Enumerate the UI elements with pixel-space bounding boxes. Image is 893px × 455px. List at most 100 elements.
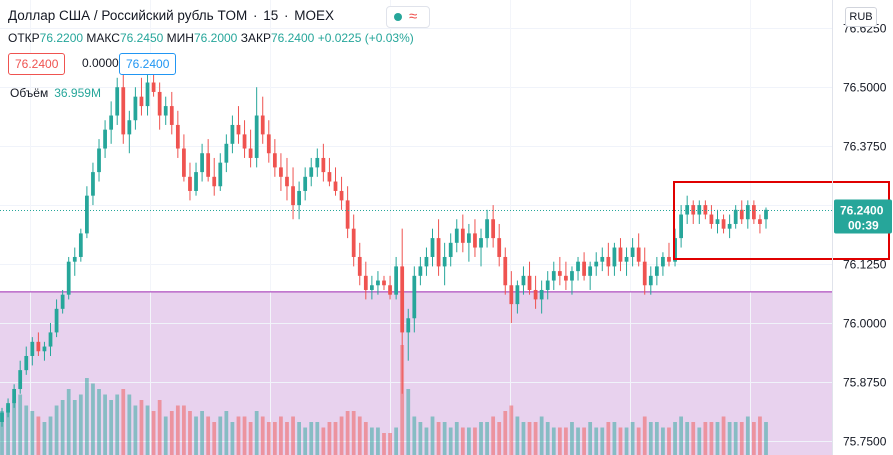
- candle-body: [654, 266, 659, 276]
- candle-body: [248, 148, 253, 158]
- candle-body: [436, 238, 441, 267]
- candle-body: [109, 115, 114, 130]
- candle-body: [758, 219, 762, 224]
- volume-bar: [66, 389, 71, 455]
- candle-body: [212, 176, 217, 187]
- volume-bar: [564, 427, 568, 455]
- candle-body: [545, 280, 550, 290]
- price-tick-label: 76.0000: [843, 317, 887, 331]
- candle-body: [442, 256, 447, 267]
- price-axis-ticks: 76.625076.500076.375076.250076.125076.00…: [843, 22, 887, 449]
- candle-body: [272, 153, 277, 168]
- candle-body: [224, 143, 229, 163]
- candle-body: [521, 275, 526, 286]
- volume-bar: [661, 427, 665, 455]
- candle-body: [673, 238, 677, 262]
- volume-bar: [612, 422, 617, 455]
- candle-body: [66, 261, 71, 295]
- bid-price-button[interactable]: 76.2400: [8, 53, 66, 75]
- candle-body: [333, 181, 338, 191]
- volume-bar: [697, 427, 702, 455]
- volume-bar: [739, 422, 744, 455]
- volume-bar: [479, 422, 483, 455]
- candle-body: [157, 91, 162, 116]
- change-value: +0.0225: [317, 31, 362, 45]
- volume-bar: [42, 422, 47, 455]
- candle-body: [557, 271, 562, 276]
- candle-body: [327, 172, 332, 182]
- candle-body: [630, 247, 635, 257]
- candle-body: [600, 256, 605, 262]
- candle-body: [564, 275, 568, 281]
- change-percent: (+0.03%): [364, 31, 414, 45]
- candle-body: [648, 275, 653, 286]
- volume-bar: [272, 422, 277, 455]
- candle-body: [369, 285, 374, 290]
- volume-bars: [0, 345, 768, 455]
- volume-bar: [436, 422, 441, 455]
- volume-bar: [539, 416, 544, 455]
- candle-body: [127, 120, 132, 135]
- candle-body: [709, 214, 714, 224]
- candle-body: [260, 115, 265, 135]
- candle-body: [78, 233, 83, 257]
- volume-bar: [406, 389, 411, 455]
- candle-body: [363, 275, 368, 290]
- volume-bar: [606, 422, 611, 455]
- volume-bar: [115, 394, 120, 455]
- price-tick-label: 76.3750: [843, 140, 887, 154]
- volume-bar: [509, 405, 514, 455]
- volume-bar: [485, 422, 489, 455]
- symbol-legend[interactable]: Доллар США / Российский рубль TOM · 15 ·…: [8, 8, 335, 23]
- volume-bar: [260, 416, 265, 455]
- wave-icon: ≈: [409, 8, 418, 25]
- volume-bar: [133, 405, 138, 455]
- currency-button[interactable]: RUB: [845, 7, 877, 27]
- candle-body: [473, 233, 477, 248]
- market-status[interactable]: ≈: [386, 6, 430, 28]
- candle-body: [703, 205, 708, 215]
- candle-body: [679, 214, 683, 239]
- candles: [0, 63, 768, 427]
- candle-body: [691, 205, 696, 215]
- candle-body: [194, 172, 198, 191]
- candle-body: [388, 285, 392, 295]
- candle-body: [582, 261, 586, 276]
- volume-bar: [515, 416, 520, 455]
- volume-bar: [351, 411, 356, 455]
- candle-body: [533, 289, 538, 300]
- candle-body: [576, 261, 580, 272]
- candle-body: [764, 209, 768, 220]
- volume-bar: [36, 416, 41, 455]
- candle-body: [309, 167, 314, 177]
- volume-bar: [30, 411, 35, 455]
- volume-bar: [679, 416, 683, 455]
- candle-body: [697, 205, 702, 215]
- candle-body: [745, 205, 750, 220]
- candle-body: [485, 219, 489, 239]
- ask-price-button[interactable]: 76.2400: [119, 53, 177, 75]
- volume-bar: [582, 427, 586, 455]
- volume-bar: [145, 405, 150, 455]
- candle-body: [236, 124, 241, 135]
- candle-body: [285, 176, 289, 187]
- candle-body: [418, 266, 423, 276]
- volume-bar: [442, 422, 447, 455]
- volume-bar: [454, 422, 459, 455]
- volume-bar: [303, 427, 308, 455]
- candle-body: [394, 266, 399, 295]
- candle-body: [430, 238, 435, 257]
- volume-bar: [333, 422, 338, 455]
- candle-body: [115, 87, 120, 116]
- volume-bar: [339, 416, 344, 455]
- last-price-value: 76.2400: [840, 204, 884, 218]
- candle-body: [570, 271, 574, 281]
- candle-body: [551, 271, 556, 281]
- volume-bar: [85, 378, 89, 455]
- candle-body: [497, 238, 502, 257]
- volume-bar: [188, 411, 192, 455]
- close-value: 76.2400: [270, 31, 315, 45]
- interval-label: 15: [263, 8, 279, 23]
- candle-body: [715, 219, 720, 224]
